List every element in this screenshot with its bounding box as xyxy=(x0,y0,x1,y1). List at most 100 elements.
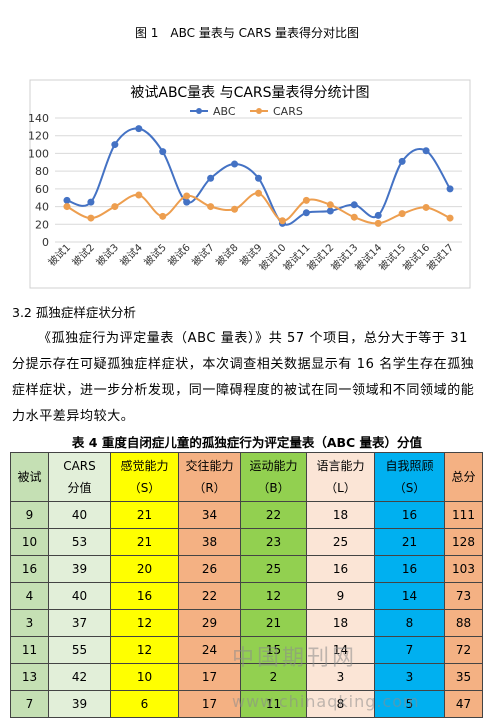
point xyxy=(63,203,71,211)
cell: 21 xyxy=(240,609,307,637)
row: 7 39 6 17 11 8 5 47 xyxy=(10,690,483,718)
point xyxy=(231,205,239,213)
y-tick-label: 100 xyxy=(28,147,49,160)
point xyxy=(255,174,262,182)
header-text: 自我照顾 xyxy=(385,459,434,473)
header-text: 感觉能力 xyxy=(120,459,169,473)
point xyxy=(183,198,191,206)
cell: 35 xyxy=(444,663,483,691)
point xyxy=(422,203,430,211)
cell: 11 xyxy=(10,636,49,664)
point xyxy=(87,214,95,222)
point xyxy=(398,210,406,218)
point xyxy=(374,219,382,227)
point xyxy=(446,214,454,222)
watermark: www.chinaqking.com xyxy=(232,692,420,711)
cell: 13 xyxy=(10,663,49,691)
chart: 被试ABC量表 与CARS量表得分统计图 020406080100120140被… xyxy=(28,79,471,289)
point xyxy=(422,147,430,155)
cell: 21 xyxy=(110,501,179,529)
point xyxy=(326,201,334,209)
point xyxy=(111,203,119,211)
cell: 128 xyxy=(444,528,483,556)
cell: 4 xyxy=(10,582,49,610)
point xyxy=(207,203,215,211)
watermark: 中国期刊网 xyxy=(232,646,358,671)
cell: 16 xyxy=(374,555,445,583)
cell: 3 xyxy=(306,663,375,691)
point xyxy=(135,191,143,199)
y-tick-label: 60 xyxy=(35,183,49,196)
cell: 12 xyxy=(110,636,179,664)
cell: 55 xyxy=(48,636,111,664)
header-text: 总分 xyxy=(451,470,476,484)
header-text: 分值 xyxy=(67,481,92,495)
cell: 47 xyxy=(444,690,483,718)
row: 3 37 12 29 21 18 8 88 xyxy=(10,609,483,637)
header-text: 运动能力 xyxy=(249,459,298,473)
chart-title: 被试ABC量表 与CARS量表得分统计图 xyxy=(130,84,369,101)
point xyxy=(87,198,95,206)
row: 4 40 16 22 12 9 14 73 xyxy=(10,582,483,610)
cell: 25 xyxy=(306,528,375,556)
cell: 7 xyxy=(10,690,49,718)
cell: 16 xyxy=(110,582,179,610)
legend-label: ABC xyxy=(213,105,236,118)
cell: 88 xyxy=(444,609,483,637)
row: 16 39 20 26 25 16 16 103 xyxy=(10,555,483,583)
cell: 9 xyxy=(10,501,49,529)
cell: 17 xyxy=(178,690,241,718)
cell: 11 xyxy=(240,690,307,718)
cell: 42 xyxy=(48,663,111,691)
cell: 22 xyxy=(240,501,307,529)
cell: 12 xyxy=(240,582,307,610)
y-tick-label: 80 xyxy=(35,165,49,178)
y-tick-label: 140 xyxy=(28,112,49,125)
header-cell: CARS 分值 xyxy=(48,452,111,502)
cell: 6 xyxy=(110,690,179,718)
cell: 72 xyxy=(444,636,483,664)
header-text: 交往能力 xyxy=(185,459,234,473)
header-text: CARS xyxy=(63,459,96,473)
row: 9 40 21 34 22 18 16 111 xyxy=(10,501,483,529)
cell: 9 xyxy=(306,582,375,610)
point xyxy=(374,211,382,219)
point xyxy=(111,141,119,149)
cell: 16 xyxy=(10,555,49,583)
cell: 34 xyxy=(178,501,241,529)
cell: 17 xyxy=(178,663,241,691)
paragraph: 《孤独症行为评定量表（ABC 量表）》共 57 个项目，总分大于等于 31 分提… xyxy=(12,331,475,424)
legend-marker xyxy=(256,108,262,114)
legend-label: CARS xyxy=(273,105,303,118)
header-text: （L） xyxy=(325,481,356,495)
point xyxy=(302,209,310,217)
header-cell: 感觉能力 （S） xyxy=(110,452,179,502)
y-tick-label: 0 xyxy=(42,236,49,249)
point xyxy=(302,196,310,204)
cell: 39 xyxy=(48,690,111,718)
cell: 10 xyxy=(110,663,179,691)
cell: 29 xyxy=(178,609,241,637)
cell: 8 xyxy=(374,609,445,637)
cell: 53 xyxy=(48,528,111,556)
cell: 103 xyxy=(444,555,483,583)
header-cell: 语言能力 （L） xyxy=(306,452,375,502)
point xyxy=(255,189,262,197)
figure-caption: 图 1 ABC 量表与 CARS 量表得分对比图 xyxy=(134,26,360,40)
header-cell: 被试 xyxy=(10,452,49,502)
point xyxy=(159,148,167,156)
header-cell: 交往能力 （R） xyxy=(178,452,241,502)
point xyxy=(183,192,191,200)
cell: 26 xyxy=(178,555,241,583)
header-cell: 运动能力 （B） xyxy=(240,452,307,502)
cell: 7 xyxy=(374,636,445,664)
cell: 37 xyxy=(48,609,111,637)
row: 13 42 10 17 2 3 3 35 xyxy=(10,663,483,691)
cell: 20 xyxy=(110,555,179,583)
cell: 22 xyxy=(178,582,241,610)
point xyxy=(350,213,358,221)
cell: 111 xyxy=(444,501,483,529)
y-tick-label: 40 xyxy=(35,201,49,214)
point xyxy=(207,174,215,182)
